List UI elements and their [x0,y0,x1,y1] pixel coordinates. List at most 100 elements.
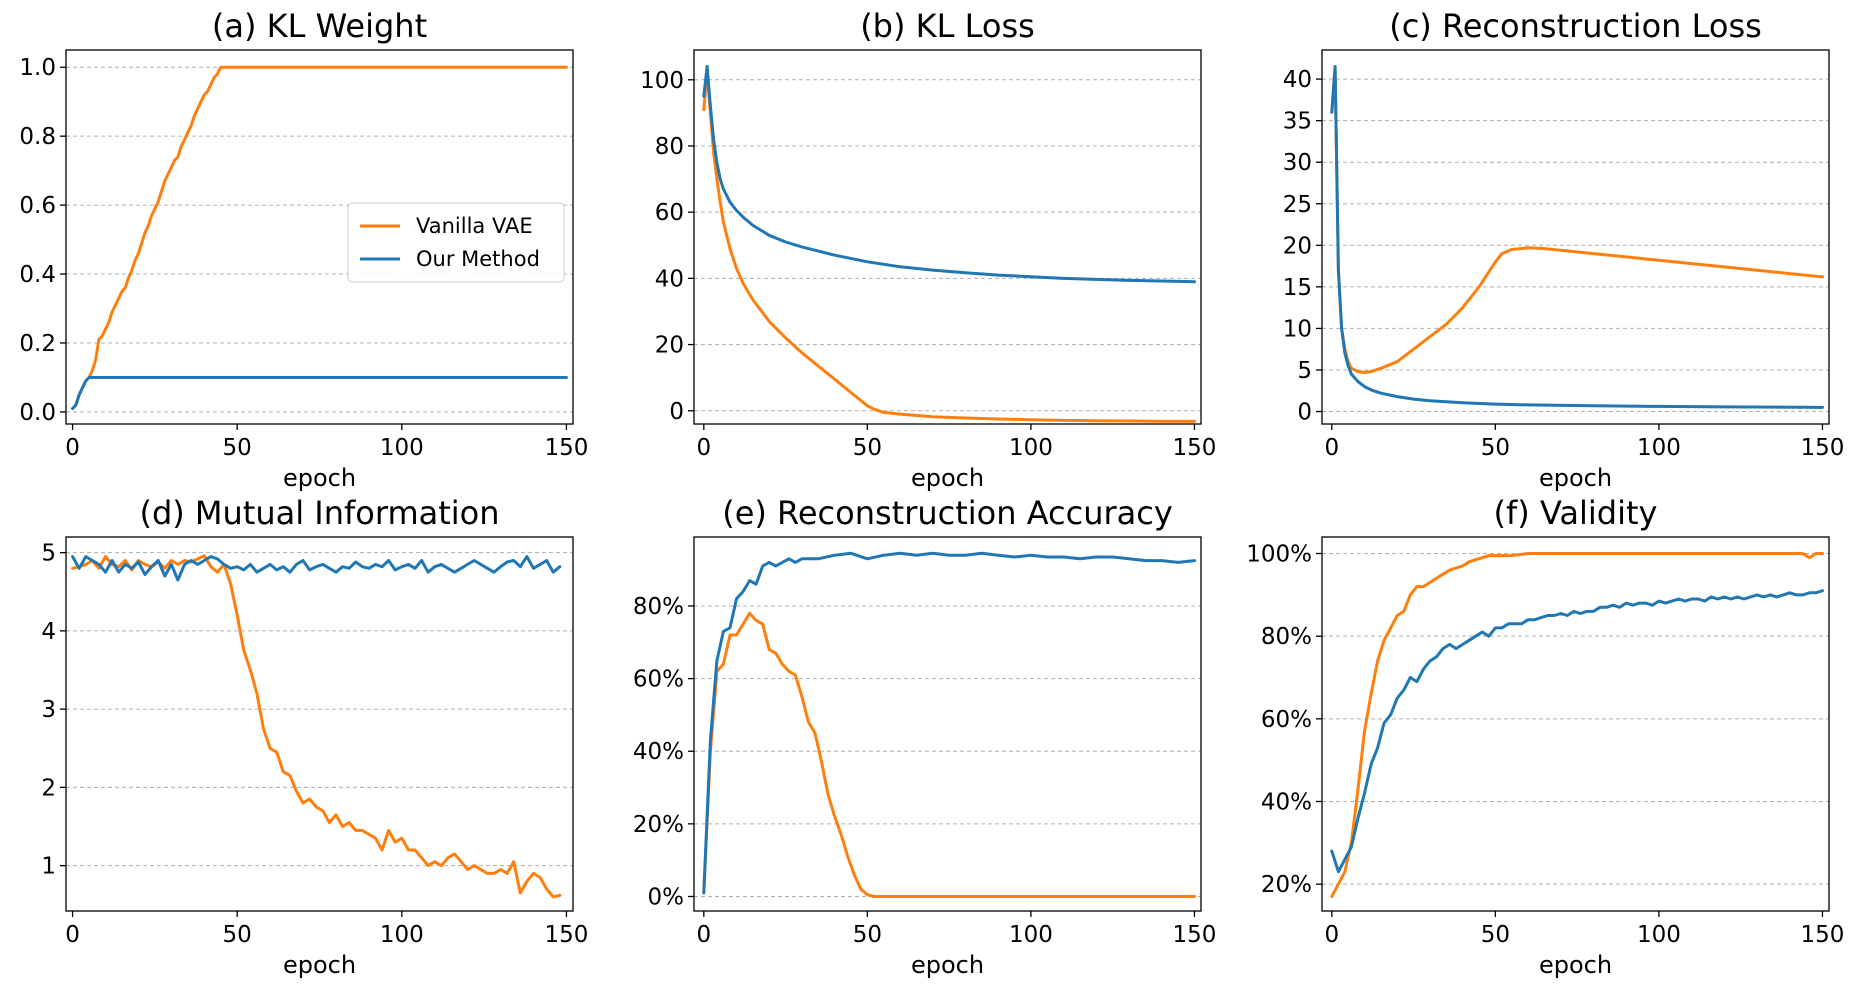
chart-panel-6: 20% 40% 60% 80% 100% 0 50 100 150 (f) Validity epo… [1246,494,1844,979]
chart-title: (c) Reconstruction Loss [1389,7,1762,45]
x-tick-label: 50 [1481,922,1510,948]
x-tick-label: 100 [1637,435,1681,461]
x-tick-label: 0 [65,922,80,948]
y-tick-label: 0.2 [19,331,56,357]
series-line-vanilla [702,71,1196,423]
series-line-vanilla [71,554,562,899]
y-tick-label: 0.4 [19,262,56,288]
x-axis-label: epoch [911,951,984,979]
y-tick-label: 2 [41,775,56,801]
series-line-ours [702,65,1196,284]
series-line-ours [71,376,568,410]
series-line-vanilla [702,611,1196,898]
x-tick-label: 100 [1009,922,1053,948]
y-tick-label: 100 [640,68,684,94]
y-tick-label: 0.8 [19,124,56,150]
x-axis-label: epoch [283,464,356,492]
y-tick-label: 100% [1246,542,1312,568]
y-tick-label: 40 [655,266,684,292]
y-tick-label: 20 [1283,233,1312,259]
x-tick-label: 0 [1324,435,1339,461]
legend-label: Vanilla VAE [416,214,533,238]
y-tick-label: 25 [1283,192,1312,218]
x-tick-label: 150 [544,922,588,948]
x-tick-label: 50 [1481,435,1510,461]
y-tick-label: 80% [1261,624,1312,650]
chart-title: (e) Reconstruction Accuracy [722,494,1173,532]
x-tick-label: 0 [696,435,711,461]
series-line-ours [71,555,562,582]
chart-title: (b) KL Loss [860,7,1035,45]
x-tick-label: 0 [1324,922,1339,948]
y-tick-label: 4 [41,619,56,645]
y-tick-label: 5 [41,541,56,567]
x-tick-label: 0 [65,435,80,461]
y-tick-label: 15 [1283,275,1312,301]
chart-title: (a) KL Weight [212,7,427,45]
x-tick-label: 150 [1173,435,1217,461]
x-tick-label: 50 [853,435,882,461]
axes-frame [65,49,574,425]
series-line-vanilla [1330,65,1824,374]
series-line-vanilla [1330,552,1824,898]
x-axis-label: epoch [283,951,356,979]
chart-panel-5: 0% 20% 40% 60% 80% 0 50 100 150 (e) Reconstructio… [633,494,1217,979]
y-tick-label: 80 [655,134,684,160]
series-line-ours [1330,65,1824,409]
y-tick-label: 1.0 [19,55,56,81]
axes-frame [65,536,574,912]
axes-frame [693,536,1202,912]
y-tick-label: 3 [41,697,56,723]
x-tick-label: 0 [696,922,711,948]
y-tick-label: 0 [669,399,684,425]
x-tick-label: 100 [380,922,424,948]
x-axis-label: epoch [911,464,984,492]
y-tick-label: 0% [648,884,685,910]
y-tick-label: 10 [1283,316,1312,342]
legend-label: Our Method [416,247,540,271]
y-tick-label: 60% [633,667,684,693]
y-tick-label: 40% [1261,789,1312,815]
y-tick-label: 20% [1261,872,1312,898]
legend-box [347,202,565,283]
y-tick-label: 0.0 [19,400,56,426]
y-tick-label: 20 [655,333,684,359]
axes-frame [1321,536,1830,912]
x-tick-label: 100 [1637,922,1681,948]
chart-title: (d) Mutual Information [139,494,499,532]
x-tick-label: 150 [544,435,588,461]
y-tick-label: 80% [633,594,684,620]
y-tick-label: 20% [633,812,684,838]
y-tick-label: 40 [1283,67,1312,93]
x-tick-label: 150 [1801,922,1845,948]
y-tick-label: 60% [1261,707,1312,733]
y-tick-label: 40% [633,739,684,765]
axes-frame [1321,49,1830,425]
y-tick-label: 30 [1283,150,1312,176]
x-tick-label: 150 [1801,435,1845,461]
series-line-vanilla [71,65,568,410]
x-tick-label: 50 [223,922,252,948]
y-tick-label: 0 [1297,400,1312,426]
y-tick-label: 5 [1297,358,1312,384]
x-axis-label: epoch [1539,951,1612,979]
x-tick-label: 100 [380,435,424,461]
legend: Vanilla VAE Our Method [347,202,565,283]
x-axis-label: epoch [1539,464,1612,492]
x-tick-label: 50 [223,435,252,461]
x-tick-label: 150 [1173,922,1217,948]
y-tick-label: 60 [655,200,684,226]
series-line-ours [702,551,1196,895]
axes-frame [693,49,1202,425]
x-tick-label: 100 [1009,435,1053,461]
series-line-ours [1330,589,1824,874]
x-tick-label: 50 [853,922,882,948]
chart-panel-3: 0 5 10 15 20 25 30 35 40 0 50 100 150 (c) Reconstruct… [1283,7,1845,492]
y-tick-label: 35 [1283,109,1312,135]
chart-panel-2: 0 20 40 60 80 100 0 50 100 150 (b) KL Loss epoch [640,7,1216,492]
y-tick-label: 0.6 [19,193,56,219]
chart-panel-1: 0.0 0.2 0.4 0.6 0.8 1.0 0 50 100 150 (a) KL Weight… [19,7,588,492]
chart-title: (f) Validity [1494,494,1658,532]
